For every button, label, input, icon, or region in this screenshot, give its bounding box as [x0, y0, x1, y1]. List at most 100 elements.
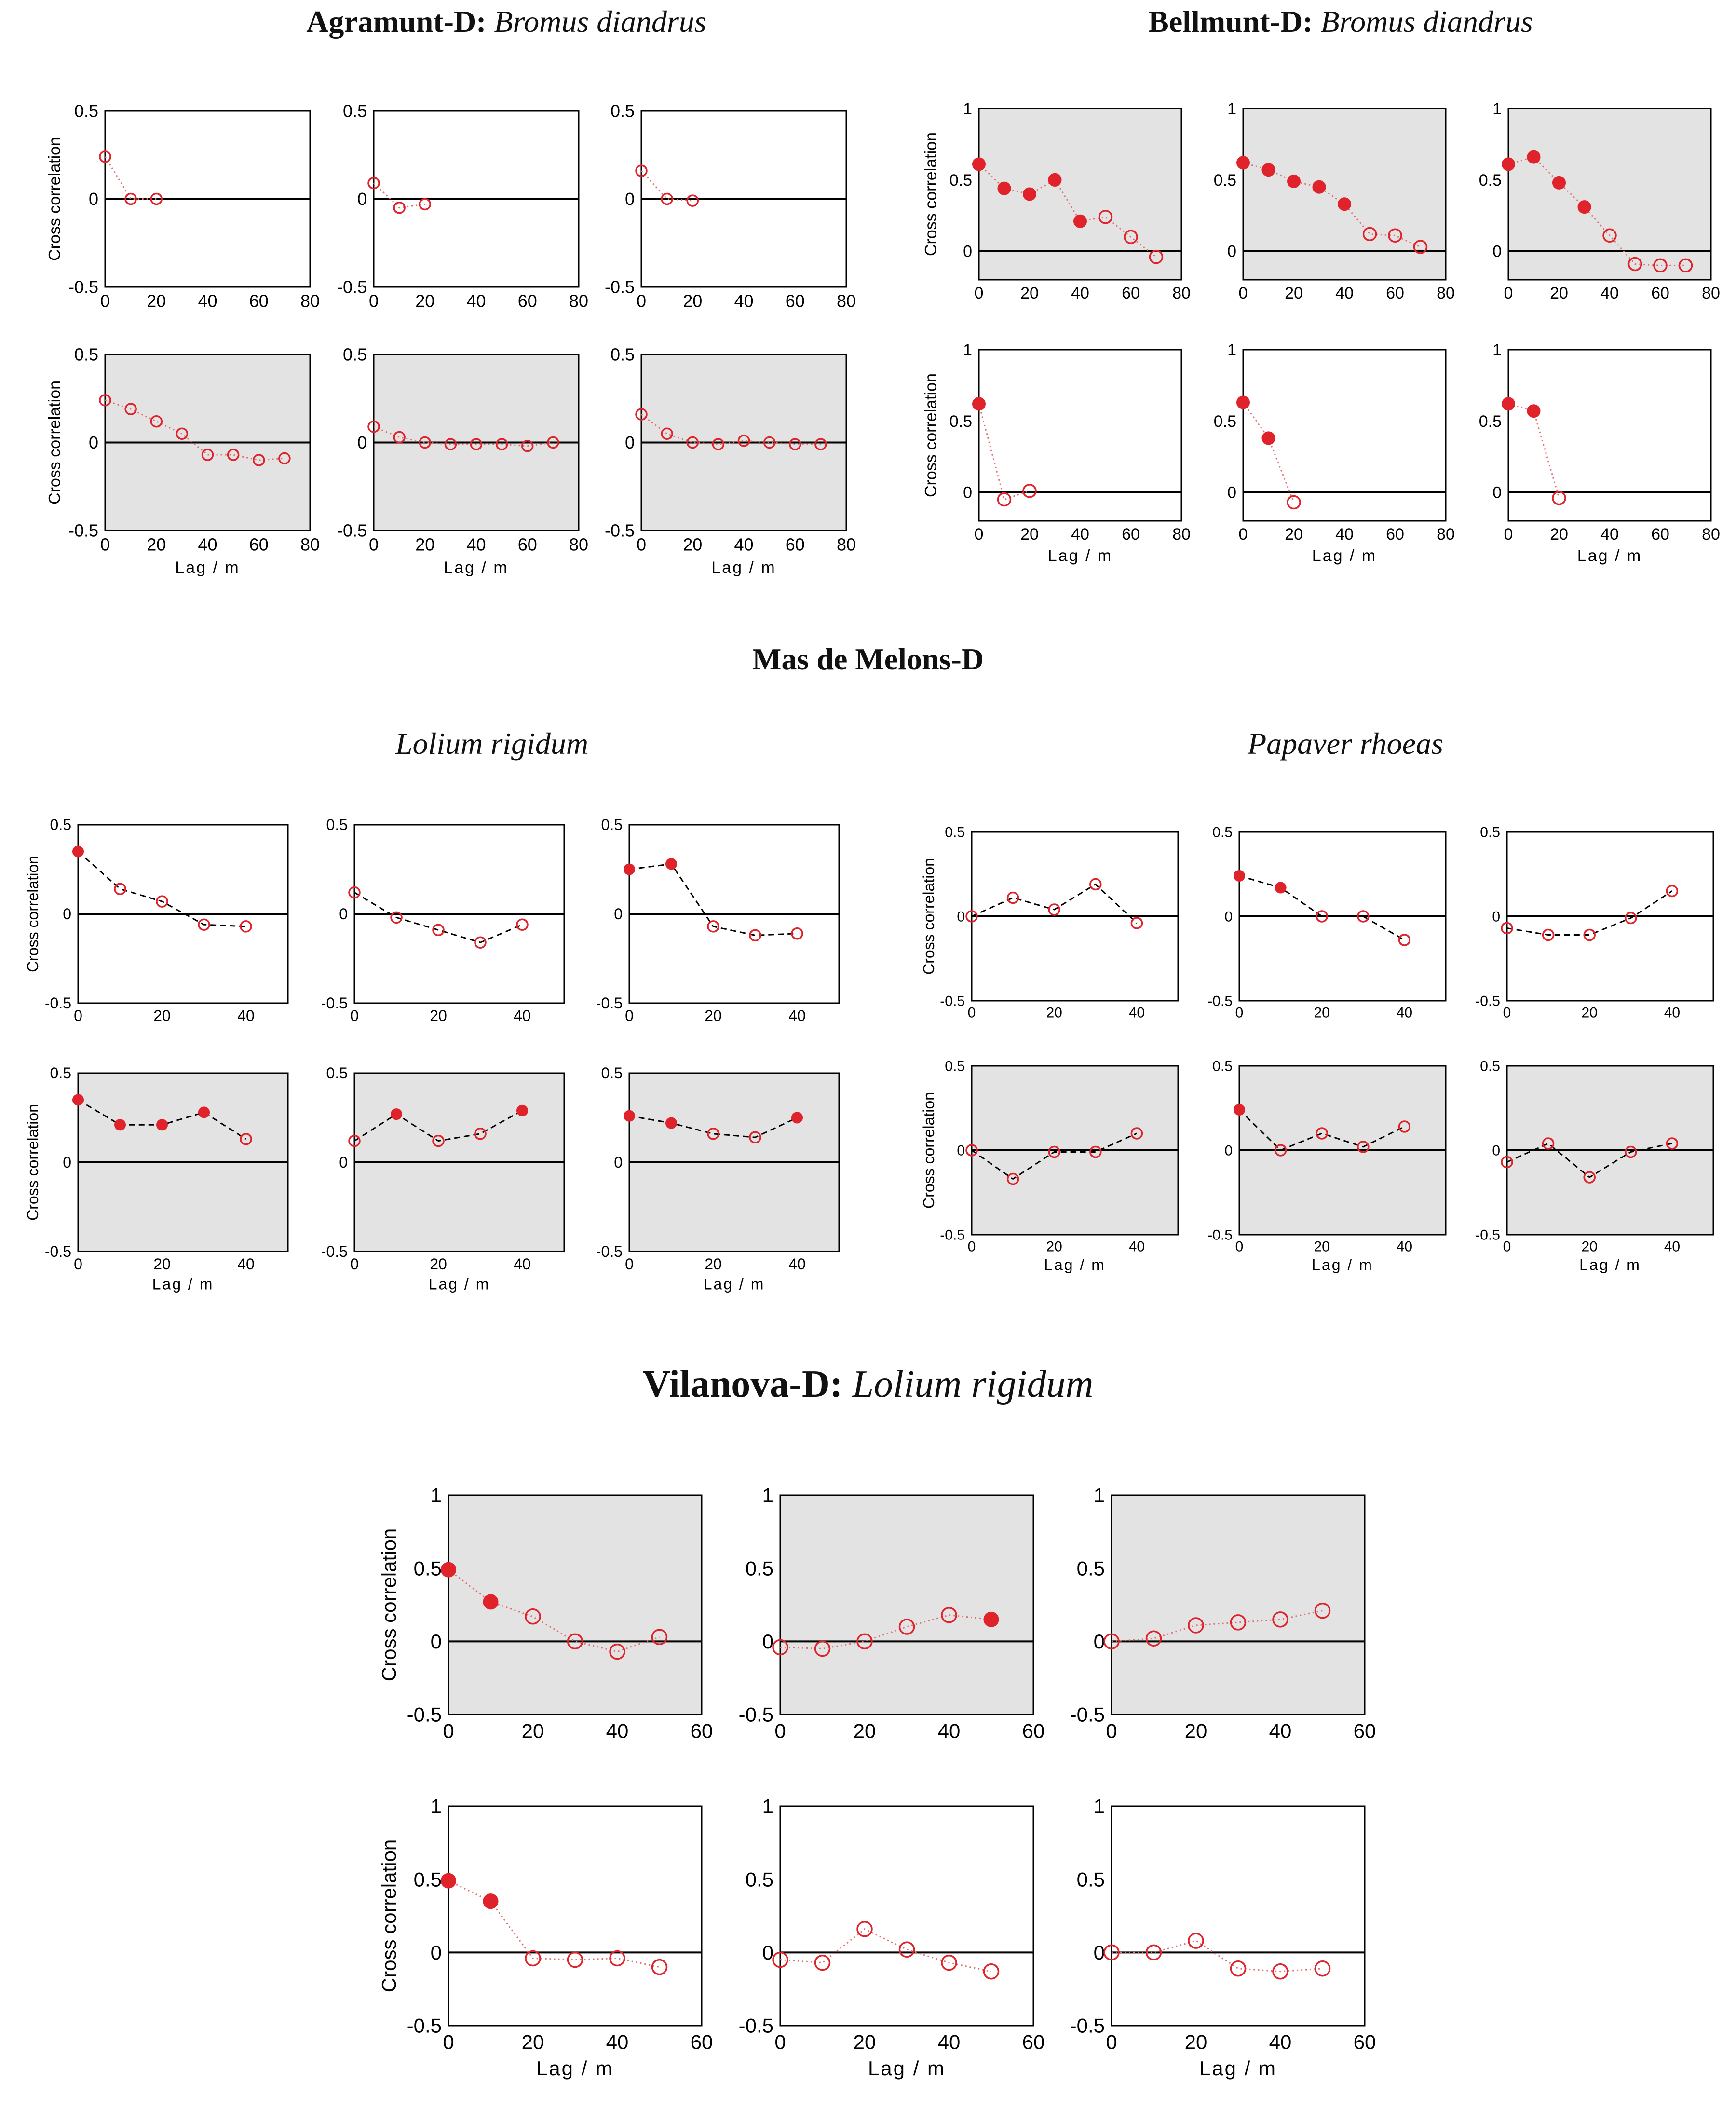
data-point-significant: [624, 863, 635, 875]
y-tick-label: 0.5: [343, 345, 367, 365]
data-point-significant: [1287, 174, 1301, 188]
x-tick-label: 0: [625, 1007, 634, 1024]
data-point-significant: [791, 1112, 803, 1124]
data-point: [156, 895, 168, 908]
x-tick-label: 80: [1702, 284, 1720, 302]
y-tick-label: 0: [63, 1154, 71, 1171]
data-point: [1602, 228, 1617, 243]
x-tick-label: 20: [683, 534, 702, 554]
panel-lol-2: -0.500.50 20 40: [321, 816, 565, 1024]
x-tick-label: 0: [74, 1255, 82, 1273]
x-tick-label: 40: [788, 1007, 806, 1024]
data-point: [965, 910, 978, 923]
data-point: [1145, 1630, 1162, 1647]
data-point: [124, 403, 137, 415]
data-point: [432, 1134, 445, 1147]
data-point-significant: [1261, 431, 1275, 445]
x-tick-label: 40: [1397, 1239, 1412, 1255]
y-tick-label: -0.5: [1070, 2015, 1105, 2037]
y-axis-label: Cross correlation: [24, 1104, 41, 1221]
data-point: [474, 1128, 487, 1140]
x-tick-label: 40: [1664, 1005, 1680, 1021]
data-point: [712, 438, 725, 450]
data-point: [201, 449, 214, 461]
x-axis-label: Lag / m: [175, 558, 240, 577]
y-tick-label: -0.5: [45, 1243, 71, 1260]
data-point: [1316, 910, 1328, 923]
x-tick-label: 40: [938, 2030, 961, 2053]
x-axis-label: Lag / m: [444, 558, 508, 577]
data-point: [567, 1633, 583, 1650]
y-tick-label: -0.5: [337, 521, 367, 541]
data-point-significant: [1236, 156, 1250, 170]
data-point: [525, 1608, 541, 1625]
data-point: [1625, 912, 1637, 925]
data-point: [1388, 228, 1402, 243]
data-point: [635, 408, 648, 421]
x-tick-label: 80: [569, 534, 588, 554]
data-point: [686, 436, 699, 449]
x-tick-label: 40: [1600, 525, 1619, 544]
data-point: [1666, 885, 1679, 898]
y-tick-label: 1: [431, 1795, 442, 1818]
x-tick-label: 60: [1022, 1719, 1045, 1742]
y-tick-label: 0: [1227, 243, 1236, 261]
data-point: [686, 194, 699, 207]
x-tick-label: 60: [691, 2030, 713, 2053]
series-line: [354, 1110, 523, 1142]
data-point-significant: [1023, 187, 1036, 201]
data-point: [1628, 257, 1642, 272]
data-point: [1089, 1145, 1102, 1158]
y-tick-label: 0: [762, 1630, 773, 1653]
x-tick-label: 20: [1550, 284, 1568, 302]
x-tick-label: 20: [430, 1007, 447, 1024]
data-point-significant: [624, 1110, 635, 1122]
x-axis-label: Lag / m: [536, 2057, 614, 2080]
data-point: [1501, 1156, 1513, 1169]
y-tick-label: 0.5: [74, 345, 98, 365]
bellmunt-title-species: Bromus diandrus: [1320, 4, 1533, 39]
x-tick-label: 0: [369, 534, 379, 554]
x-tick-label: 60: [691, 1719, 713, 1742]
data-point: [763, 436, 776, 449]
x-tick-label: 60: [1386, 284, 1404, 302]
x-tick-label: 20: [1020, 284, 1039, 302]
panel-bel-3: 0 0.5 1 0 20 40 60 80: [1479, 100, 1720, 302]
data-point: [516, 918, 529, 931]
data-point-significant: [156, 1119, 168, 1131]
series-line: [373, 182, 425, 209]
agramunt-title-site: Agramunt-D:: [306, 4, 487, 39]
data-point-significant: [983, 1611, 999, 1627]
data-point: [1362, 227, 1377, 242]
x-tick-label: 40: [237, 1007, 255, 1024]
data-point: [1398, 934, 1411, 946]
x-axis-label: Lag / m: [1312, 546, 1377, 565]
panel-frame: [779, 1494, 1034, 1715]
x-tick-label: 20: [1046, 1239, 1062, 1255]
data-point: [707, 920, 719, 933]
panel-bel-5: 0 0.5 1 0 20 40 60 80 Lag / m: [1214, 341, 1455, 565]
data-point-significant: [665, 858, 677, 870]
series-line: [971, 883, 1138, 924]
y-tick-label: 0.5: [1214, 171, 1236, 190]
x-tick-label: 0: [774, 1719, 786, 1742]
x-tick-label: 80: [300, 291, 320, 311]
y-tick-label: 0: [614, 1154, 623, 1171]
y-tick-label: -0.5: [321, 994, 348, 1012]
x-tick-label: 20: [1582, 1005, 1598, 1021]
y-tick-label: 0: [1224, 909, 1233, 925]
y-tick-label: 1: [1492, 341, 1502, 359]
y-axis-label: Cross correlation: [45, 381, 64, 504]
panel-frame: [1242, 108, 1447, 281]
x-tick-label: 40: [514, 1007, 531, 1024]
data-point: [150, 192, 163, 205]
y-axis-label: Cross correlation: [920, 858, 937, 975]
y-tick-label: 0.5: [601, 1064, 623, 1082]
y-tick-label: 0: [963, 484, 972, 502]
x-tick-label: 20: [705, 1007, 722, 1024]
data-point: [1188, 1933, 1204, 1949]
x-tick-label: 40: [1335, 525, 1354, 544]
